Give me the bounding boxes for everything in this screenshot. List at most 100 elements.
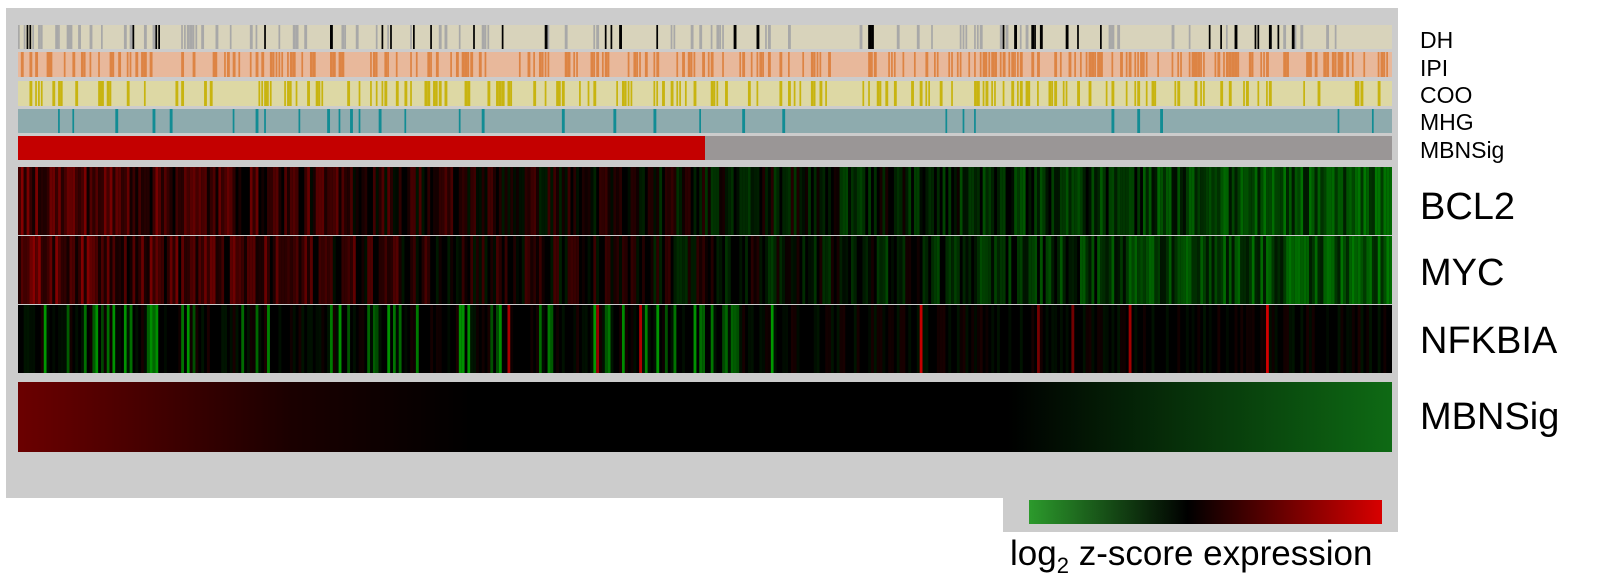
annotation-mark: [719, 25, 722, 49]
heatmap-cell: [767, 305, 771, 373]
heatmap-cell: [63, 305, 67, 373]
heatmap-cell: [1280, 167, 1284, 235]
heatmap-cell: [1311, 236, 1315, 304]
heatmap-cell: [999, 236, 1003, 304]
heatmap-cell: [725, 305, 728, 373]
heatmap-cell: [192, 305, 196, 373]
heatmap-cell: [553, 236, 557, 304]
heatmap-cell: [1039, 236, 1043, 304]
heatmap-cell: [267, 305, 270, 373]
heatmap-cell: [1197, 305, 1201, 373]
annotation-mark: [278, 52, 281, 77]
annotation-mark: [556, 81, 560, 106]
annotation-mark: [1128, 52, 1132, 77]
heatmap-cell: [922, 305, 926, 373]
heatmap-cell: [155, 236, 159, 304]
heatmap-cell: [1317, 236, 1321, 304]
heatmap-cell: [318, 236, 322, 304]
annotation-mark: [344, 25, 347, 49]
annotation-mark: [707, 52, 710, 77]
annotation-mark: [1137, 81, 1141, 106]
heatmap-cell: [370, 236, 373, 304]
heatmap-cell: [1134, 305, 1138, 373]
annotation-mark: [979, 52, 982, 77]
heatmap-cell: [195, 167, 199, 235]
heatmap-cell: [132, 236, 136, 304]
heatmap-cell: [83, 167, 87, 235]
heatmap-cell: [1231, 236, 1235, 304]
heatmap-cell: [295, 236, 299, 304]
heatmap-cell: [974, 305, 977, 373]
heatmap-cell: [392, 167, 396, 235]
heatmap-cell: [315, 167, 319, 235]
heatmap-cell: [435, 305, 439, 373]
heatmap-cell: [1165, 167, 1169, 235]
annotation-mark: [636, 52, 639, 77]
heatmap-cell: [315, 305, 319, 373]
annotation-mark: [101, 81, 104, 106]
annotation-mark: [739, 52, 742, 77]
heatmap-cell: [533, 236, 537, 304]
annotation-mark: [879, 81, 882, 106]
annotation-mark: [232, 52, 236, 77]
annotation-mark: [1177, 52, 1180, 77]
heatmap-cell: [793, 236, 797, 304]
heatmap-cell: [229, 305, 233, 373]
heatmap-cell: [601, 167, 605, 235]
heatmap-cell: [481, 236, 485, 304]
heatmap-cell: [1157, 236, 1161, 304]
heatmap-cell: [559, 236, 562, 304]
heatmap-cell: [361, 167, 365, 235]
annotation-mark: [1134, 52, 1137, 77]
heatmap-cell: [679, 236, 683, 304]
heatmap-cell: [484, 167, 488, 235]
annotation-mark: [533, 52, 535, 77]
heatmap-cell: [994, 236, 997, 304]
heatmap-cell: [450, 167, 454, 235]
annotation-mark: [123, 25, 127, 49]
heatmap-cell: [1389, 167, 1392, 235]
heatmap-cell: [138, 236, 142, 304]
heatmap-cell: [1039, 305, 1043, 373]
heatmap-cell: [604, 305, 608, 373]
annotation-mark: [387, 52, 389, 77]
heatmap-cell: [533, 167, 537, 235]
heatmap-cell: [630, 236, 634, 304]
annotation-mark: [1037, 52, 1040, 77]
heatmap-cell: [576, 305, 580, 373]
heatmap-cell: [639, 305, 643, 373]
annotation-mark: [501, 25, 504, 49]
heatmap-cell: [1383, 236, 1387, 304]
annotation-mark: [693, 81, 697, 106]
heatmap-cell: [201, 236, 205, 304]
heatmap-cell: [802, 167, 806, 235]
heatmap-cell: [530, 305, 534, 373]
heatmap-cell: [129, 305, 133, 373]
heatmap-row-mbnsig: [18, 382, 1392, 452]
heatmap-cell: [172, 236, 176, 304]
heatmap-cell: [750, 236, 754, 304]
annotation-mark: [1217, 52, 1221, 77]
annotation-mark: [249, 25, 253, 49]
heatmap-cell: [410, 167, 414, 235]
heatmap-cell: [1122, 236, 1126, 304]
heatmap-cell: [232, 167, 236, 235]
heatmap-cell: [1268, 305, 1272, 373]
annotation-mark: [619, 25, 622, 49]
heatmap-cell: [189, 167, 193, 235]
heatmap-cell: [856, 305, 860, 373]
heatmap-cell: [873, 167, 877, 235]
annotation-mark: [433, 81, 436, 106]
annotation-mark: [825, 81, 827, 106]
heatmap-cell: [753, 236, 757, 304]
heatmap-cell: [103, 305, 107, 373]
heatmap-cell: [1197, 167, 1201, 235]
heatmap-cell: [659, 167, 663, 235]
annotation-mark: [959, 25, 962, 49]
annotation-mark: [58, 25, 60, 49]
heatmap-cell: [1097, 167, 1101, 235]
heatmap-cell: [401, 236, 405, 304]
heatmap-cell: [298, 305, 302, 373]
annotation-mark: [1266, 81, 1268, 106]
annotation-mark: [1142, 52, 1145, 77]
